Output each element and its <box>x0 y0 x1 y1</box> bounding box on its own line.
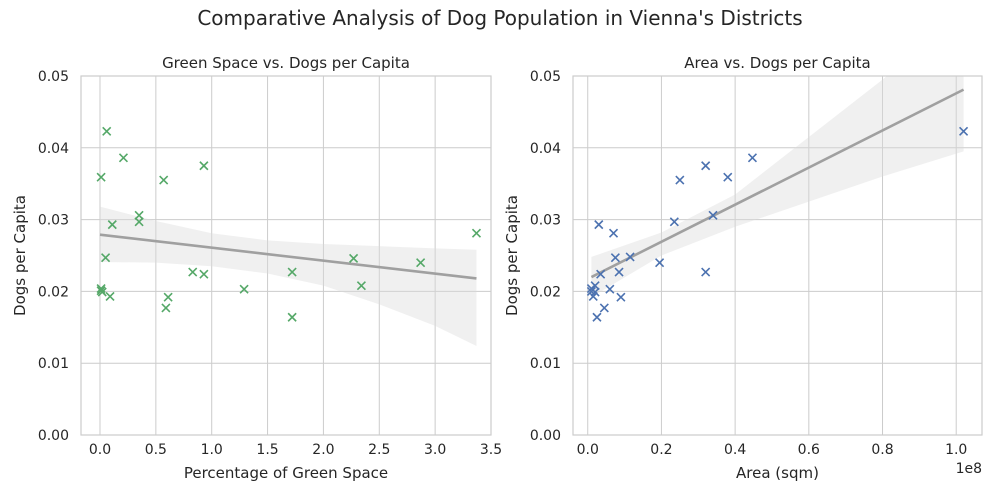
panel-2-point-0 <box>959 126 969 136</box>
panel-2-point-11 <box>701 267 711 277</box>
panel-2-ytick-label-2: 0.02 <box>530 284 561 300</box>
panel-1-group <box>80 75 492 436</box>
panel-1-point-7 <box>107 220 117 230</box>
panel-2-point-5 <box>708 210 718 220</box>
panel-1-ytick-label-0: 0.00 <box>38 428 69 444</box>
panel-2-ytick-label-3: 0.03 <box>530 213 561 229</box>
panel-1-point-3 <box>159 175 169 185</box>
panel-2-xtick-label-0: 0.0 <box>577 442 599 458</box>
panel-2-offset-label: 1e8 <box>956 461 982 477</box>
panel-1-xtick-label-5: 2.5 <box>368 442 390 458</box>
panel-1-xtick-label-2: 1.0 <box>201 442 223 458</box>
panel-1-xtick-label-4: 2.0 <box>312 442 334 458</box>
panel-1-point-4 <box>199 161 209 171</box>
panel-1-point-2 <box>96 172 106 182</box>
panel-2-point-6 <box>669 217 679 227</box>
panel-1-xlabel: Percentage of Green Space <box>184 464 388 482</box>
panel-2-ylabel: Dogs per Capita <box>503 195 521 316</box>
panel-2-point-18 <box>592 312 602 322</box>
panel-2-xtick-label-3: 0.6 <box>798 442 820 458</box>
panel-2-ytick-label-4: 0.04 <box>530 141 561 157</box>
panel-2-point-9 <box>610 253 620 263</box>
panel-1-point-13 <box>287 312 297 322</box>
panel-2-xlabel: Area (sqm) <box>736 464 819 482</box>
panel-1-point-17 <box>105 291 115 301</box>
panel-2-point-2 <box>723 172 733 182</box>
panel-1-xtick-label-1: 0.5 <box>145 442 167 458</box>
panel-1-point-19 <box>161 303 171 313</box>
panel-2-point-12 <box>655 258 665 268</box>
panel-2-point-16 <box>616 292 626 302</box>
panel-1-ytick-label-1: 0.01 <box>38 356 69 372</box>
panel-2-point-15 <box>605 284 615 294</box>
panel-1-point-0 <box>102 126 112 136</box>
panel-1-ytick-label-5: 0.05 <box>38 69 69 85</box>
panel-2-point-17 <box>599 303 609 313</box>
panel-1-ci-band <box>99 206 477 346</box>
panel-1-point-8 <box>101 253 111 263</box>
panel-2-regression-line <box>590 88 965 279</box>
panel-2-point-10 <box>625 252 635 262</box>
panel-2-frame <box>572 75 983 436</box>
panel-1-point-23 <box>471 228 482 238</box>
figure-suptitle: Comparative Analysis of Dog Population i… <box>197 6 803 30</box>
panel-1-ylabel: Dogs per Capita <box>11 195 29 316</box>
panel-2-point-8 <box>608 228 619 238</box>
panel-1-frame <box>80 75 492 436</box>
panel-1-xtick-label-3: 1.5 <box>256 442 278 458</box>
panel-2-point-3 <box>701 161 711 171</box>
panel-1-title: Green Space vs. Dogs per Capita <box>162 54 410 72</box>
panel-1-ytick-label-4: 0.04 <box>38 141 69 157</box>
panel-2-title: Area vs. Dogs per Capita <box>684 54 870 72</box>
panel-1-regression-line <box>99 233 477 280</box>
panel-1-point-18 <box>163 292 173 302</box>
panel-2-ci-band <box>591 76 964 298</box>
panel-2-xtick-label-4: 0.8 <box>871 442 893 458</box>
panel-2-point-13 <box>614 267 624 277</box>
panel-1-point-1 <box>118 153 129 163</box>
panel-1-point-12 <box>287 267 297 277</box>
panel-2-ytick-label-5: 0.05 <box>530 69 561 85</box>
panel-1-ytick-label-3: 0.03 <box>38 213 69 229</box>
panel-2-ytick-label-1: 0.01 <box>530 356 561 372</box>
panel-1-point-6 <box>134 217 144 227</box>
panel-1-point-22 <box>416 258 426 268</box>
panel-2-point-1 <box>747 153 758 163</box>
panel-1-point-21 <box>356 281 366 291</box>
panel-2-point-23 <box>590 287 600 297</box>
panel-2-group <box>572 75 983 436</box>
panel-1-point-9 <box>188 267 198 277</box>
panel-1-xtick-label-7: 3.5 <box>480 442 502 458</box>
panel-2-ytick-label-0: 0.00 <box>530 428 561 444</box>
panel-1-point-20 <box>349 253 359 263</box>
panel-1-ytick-label-2: 0.02 <box>38 284 69 300</box>
panel-1-xtick-label-0: 0.0 <box>89 442 111 458</box>
panel-2-point-14 <box>596 269 606 279</box>
panel-1-point-10 <box>199 269 209 279</box>
panel-2-point-7 <box>594 220 604 230</box>
panel-2-xtick-label-2: 0.4 <box>724 442 746 458</box>
panel-1-point-16 <box>97 287 107 297</box>
panel-2-xtick-label-1: 0.2 <box>650 442 672 458</box>
panel-2-xtick-label-5: 1.0 <box>945 442 967 458</box>
panel-2-point-4 <box>675 175 685 185</box>
panel-1-point-11 <box>239 284 249 294</box>
panel-1-xtick-label-6: 3.0 <box>424 442 446 458</box>
